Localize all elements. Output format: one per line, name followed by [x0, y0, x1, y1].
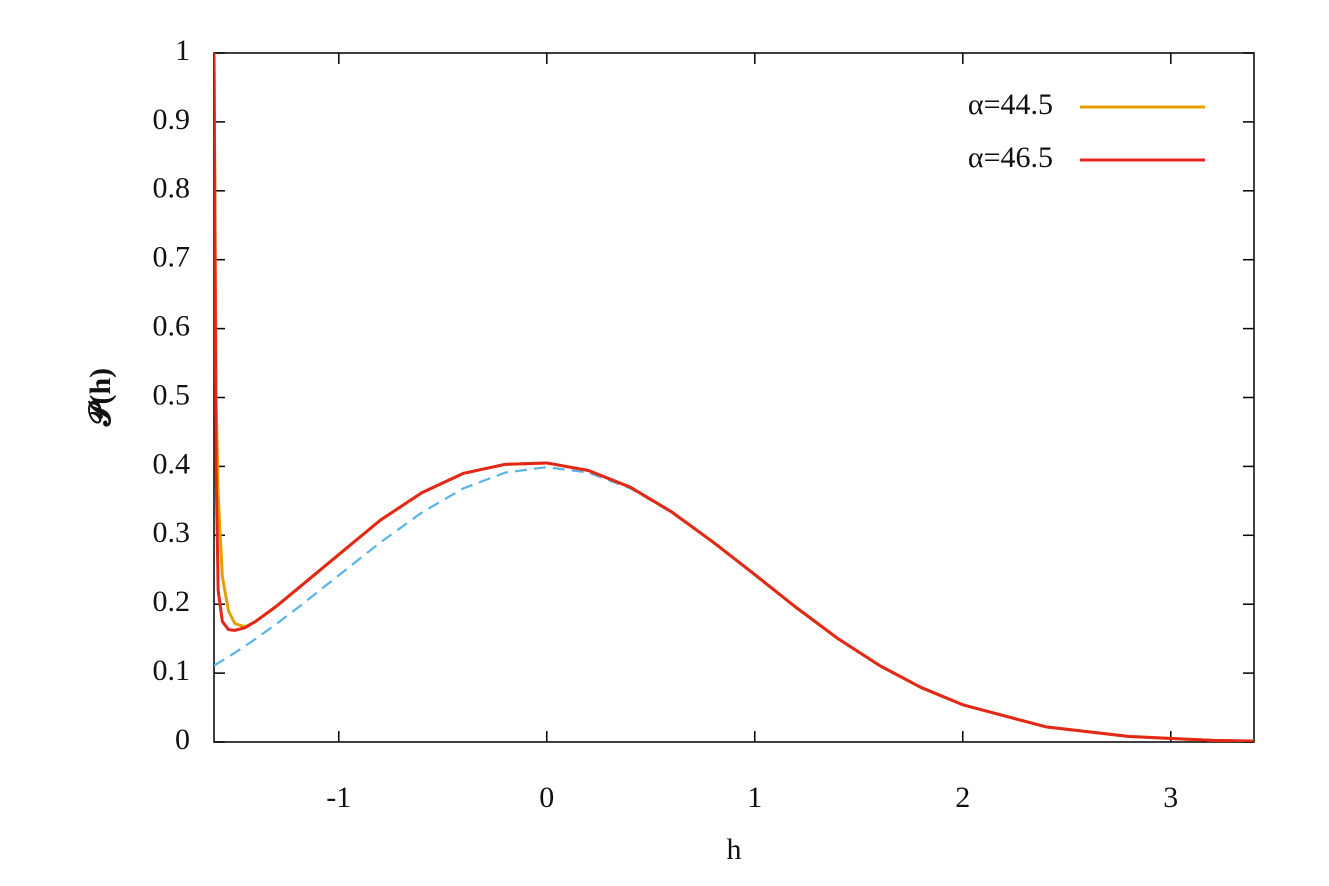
y-tick-label: 1	[175, 34, 190, 67]
y-tick-label: 0.1	[153, 654, 191, 687]
y-tick-label: 0.4	[153, 447, 191, 480]
y-tick-label: 0.6	[153, 309, 191, 342]
x-axis-label: h	[727, 833, 742, 866]
y-tick-label: 0.5	[153, 378, 191, 411]
x-tick-label: 2	[955, 781, 970, 814]
x-tick-label: 0	[539, 781, 554, 814]
series-line	[214, 466, 1254, 742]
series-line	[214, 53, 1254, 742]
y-tick-label: 0.8	[153, 172, 191, 205]
y-tick-label: 0.7	[153, 241, 191, 274]
y-tick-label: 0.3	[153, 516, 191, 549]
y-tick-label: 0.9	[153, 103, 191, 136]
legend-label: α=46.5	[968, 141, 1053, 174]
x-tick-label: -1	[326, 781, 351, 814]
series-line	[214, 53, 1254, 742]
y-tick-label: 0.2	[153, 585, 191, 618]
x-tick-label: 1	[747, 781, 762, 814]
y-tick-label: 0	[175, 723, 190, 756]
y-axis-label: 𝓟(h)	[84, 368, 117, 427]
legend-label: α=44.5	[968, 88, 1053, 121]
plot-frame	[213, 52, 1255, 743]
x-tick-label: 3	[1163, 781, 1178, 814]
